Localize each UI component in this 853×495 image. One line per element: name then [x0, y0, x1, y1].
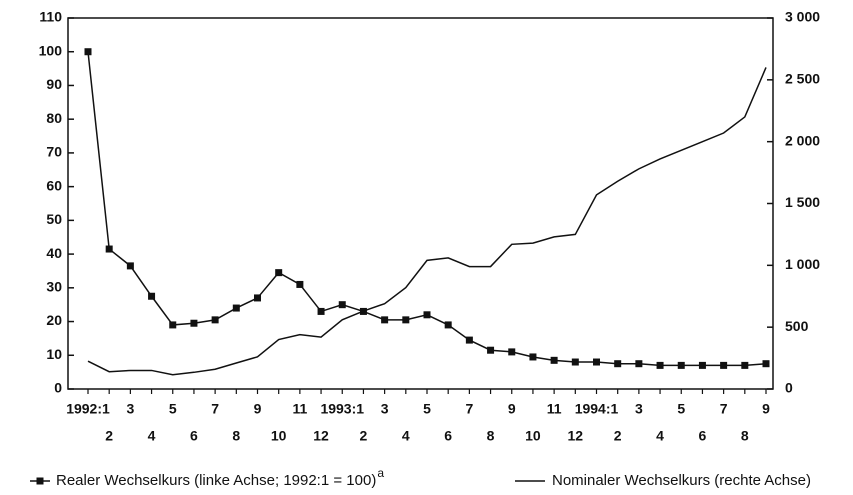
x-tick-label: 8 — [232, 428, 240, 444]
series-line — [87, 51, 767, 367]
x-tick-label: 8 — [487, 428, 495, 444]
x-tick-label: 7 — [465, 401, 473, 417]
x-tick-label: 12 — [568, 428, 584, 444]
series-marker — [402, 316, 410, 324]
x-tick-label: 6 — [699, 428, 707, 444]
series-marker — [635, 360, 643, 368]
series-marker — [487, 346, 495, 354]
y2-tick-label: 1 500 — [785, 194, 820, 210]
x-tick-label: 9 — [254, 401, 262, 417]
x-tick-label: 7 — [720, 401, 728, 417]
series-marker — [317, 307, 325, 315]
x-tick-label: 8 — [741, 428, 749, 444]
series-marker — [169, 321, 177, 329]
series-marker — [465, 336, 473, 344]
y-tick-label: 40 — [46, 245, 62, 261]
y-tick-label: 80 — [46, 110, 62, 126]
series-marker — [126, 262, 134, 270]
series-marker — [275, 269, 283, 277]
series-marker — [190, 319, 198, 327]
series-marker — [593, 358, 600, 366]
y2-tick-label: 1 000 — [785, 256, 820, 272]
x-tick-label: 2 — [614, 428, 622, 444]
series-marker — [105, 245, 113, 253]
series-marker — [232, 304, 240, 312]
x-tick-label: 4 — [148, 428, 156, 444]
series-marker — [741, 361, 749, 369]
x-tick-label: 2 — [105, 428, 113, 444]
series-marker — [423, 311, 431, 319]
y2-tick-label: 500 — [785, 318, 809, 334]
series-marker — [508, 348, 516, 356]
x-tick-label: 9 — [762, 401, 770, 417]
legend-label: Nominaler Wechselkurs (rechte Achse) — [552, 472, 811, 489]
y-tick-label: 110 — [39, 9, 62, 25]
legend-label: Realer Wechselkurs (linke Achse; 1992:1 … — [56, 472, 376, 489]
series-marker — [614, 360, 622, 368]
x-tick-label: 3 — [381, 401, 389, 417]
series-marker — [296, 280, 304, 288]
series-marker — [338, 301, 346, 309]
y-tick-label: 70 — [46, 144, 62, 160]
x-tick-label: 1994:1 — [575, 401, 619, 417]
x-tick-label: 5 — [677, 401, 685, 417]
x-tick-label: 10 — [271, 428, 287, 444]
y2-tick-label: 3 000 — [785, 9, 820, 25]
x-tick-label: 1993:1 — [320, 401, 364, 417]
x-tick-label: 11 — [547, 401, 562, 417]
y-tick-label: 50 — [46, 211, 62, 227]
x-tick-label: 4 — [656, 428, 664, 444]
x-tick-label: 4 — [402, 428, 410, 444]
y2-tick-label: 2 000 — [785, 132, 820, 148]
y-tick-label: 60 — [46, 177, 62, 193]
x-tick-label: 6 — [190, 428, 198, 444]
series-marker — [148, 292, 156, 300]
series-marker — [444, 321, 452, 329]
y-tick-label: 100 — [39, 42, 63, 58]
series-marker — [254, 294, 261, 302]
x-tick-label: 7 — [211, 401, 219, 417]
x-tick-label: 11 — [292, 401, 307, 417]
series-marker — [698, 361, 706, 369]
plot-frame — [67, 17, 774, 390]
y-tick-label: 30 — [46, 279, 62, 295]
x-tick-label: 5 — [423, 401, 431, 417]
series-marker — [720, 361, 728, 369]
series-line — [87, 67, 767, 376]
x-tick-label: 6 — [444, 428, 452, 444]
y-tick-label: 0 — [54, 380, 62, 396]
series-marker — [571, 358, 579, 366]
series-marker — [529, 353, 537, 361]
x-tick-label: 12 — [313, 428, 329, 444]
x-tick-label: 2 — [360, 428, 368, 444]
series-marker — [211, 316, 219, 324]
series-marker — [550, 356, 558, 364]
x-tick-label: 3 — [126, 401, 134, 417]
y-tick-label: 90 — [46, 76, 62, 92]
series-marker — [762, 360, 770, 368]
x-tick-label: 1992:1 — [66, 401, 110, 417]
x-tick-label: 10 — [525, 428, 541, 444]
x-tick-label: 5 — [169, 401, 177, 417]
series-marker — [656, 361, 664, 369]
x-tick-label: 9 — [508, 401, 516, 417]
legend-marker — [36, 477, 44, 485]
x-tick-label: 3 — [635, 401, 643, 417]
series-marker — [677, 361, 685, 369]
series-marker — [84, 48, 92, 56]
series-marker — [381, 316, 389, 324]
y2-tick-label: 0 — [785, 380, 793, 396]
legend-footnote: a — [377, 466, 384, 480]
y2-tick-label: 2 500 — [785, 71, 820, 87]
y-tick-label: 10 — [46, 346, 62, 362]
y-tick-label: 20 — [46, 312, 62, 328]
